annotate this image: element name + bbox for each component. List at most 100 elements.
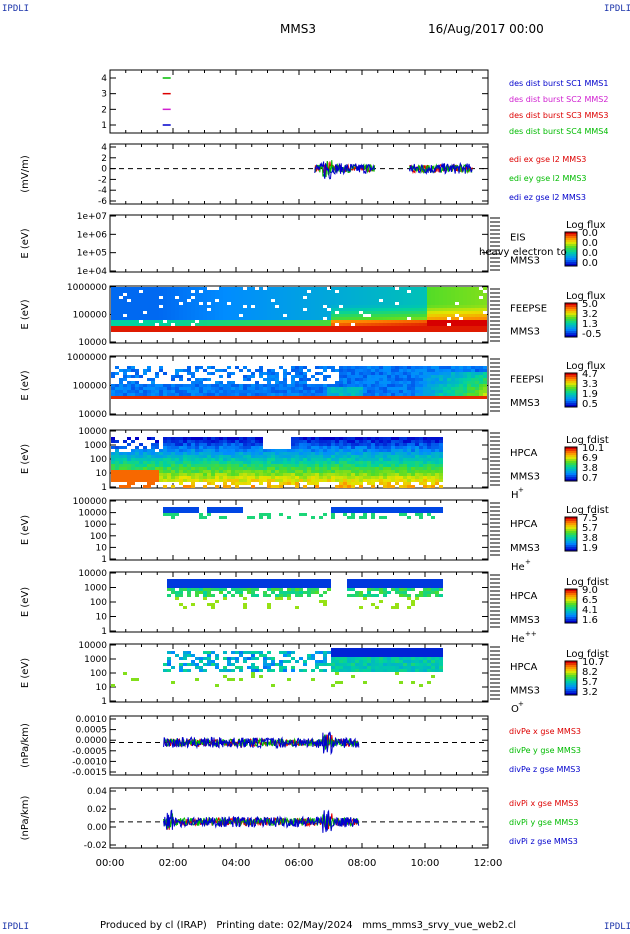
hpca_h-cell: [195, 473, 199, 476]
hpca_o-cell: [311, 657, 315, 660]
feepse-cell: [319, 308, 323, 311]
feepsi-cell: [267, 390, 271, 393]
hpca_he2-cell: [311, 591, 315, 594]
feepsi-cell: [383, 372, 387, 375]
hpca_o-cell: [307, 657, 311, 660]
feepse-cell: [287, 287, 291, 290]
hpca_h-cell: [387, 443, 391, 446]
hpca_h-cell: [207, 443, 211, 446]
feepse-cell: [151, 308, 155, 311]
hpca_he2-cell: [375, 588, 379, 591]
hpca_h-cell: [143, 473, 147, 476]
hpca_he2-cell: [243, 582, 247, 585]
hpca_he1-cell: [239, 507, 243, 510]
feepse-cell: [119, 314, 123, 317]
feepse-colorbar-tick: -0.5: [582, 329, 602, 340]
feepse-cell: [323, 302, 327, 305]
hpca_h-cell: [151, 461, 155, 464]
feepse-cell: [447, 305, 451, 308]
feepse-cell: [263, 305, 267, 308]
feepsi-cell: [455, 393, 459, 396]
hpca_o-cell: [335, 657, 339, 660]
feepse-cell: [267, 329, 271, 332]
feepsi-cell: [123, 372, 127, 375]
hpca_he1-cell: [371, 507, 375, 510]
hpca_h-cell: [255, 479, 259, 482]
hpca_h-cell: [143, 485, 147, 488]
feepse-cell: [163, 329, 167, 332]
feepse-cell: [223, 299, 227, 302]
hpca_h-cell: [219, 443, 223, 446]
feepse-cell: [351, 296, 355, 299]
hpca_h-cell: [367, 476, 371, 479]
hpca_h-cell: [143, 476, 147, 479]
hpca_o-cell: [195, 657, 199, 660]
hpca_h-cell: [299, 458, 303, 461]
feepsi-cell: [155, 372, 159, 375]
hpca_he2-cell: [291, 585, 295, 588]
hpca_h-cell: [195, 476, 199, 479]
hpca_h-cell: [135, 467, 139, 470]
hpca_o-cell: [271, 684, 275, 687]
hpca_he2-cell: [235, 585, 239, 588]
hpca_h-cell: [255, 449, 259, 452]
hpca_o-cell: [239, 678, 243, 681]
hpca_h-cell: [131, 449, 135, 452]
feepsi-cell: [227, 372, 231, 375]
feepse-cell: [163, 302, 167, 305]
hpca_h-cell: [323, 479, 327, 482]
hpca_he1-cell: [371, 513, 375, 516]
feepsi-cell: [139, 384, 143, 387]
feepse-cell: [211, 296, 215, 299]
feepsi-cell: [335, 387, 339, 390]
feepse-cell: [459, 296, 463, 299]
hpca_he1-cell: [371, 516, 375, 519]
feepse-cell: [451, 323, 455, 326]
feepsi-cell: [319, 396, 323, 399]
hpca_h-cell: [195, 446, 199, 449]
hpca_h-cell: [303, 446, 307, 449]
feepse-cell: [155, 320, 159, 323]
hpca_h-cell: [327, 476, 331, 479]
feepse-cell: [207, 305, 211, 308]
feepsi-cell: [451, 378, 455, 381]
feepse-cell: [263, 293, 267, 296]
hpca_he2-cell: [423, 582, 427, 585]
hpca_h-cell: [243, 449, 247, 452]
hpca_h-cell: [171, 446, 175, 449]
hpca_h-cell: [347, 443, 351, 446]
hpca_he2-cell: [375, 579, 379, 582]
feepse-cell: [483, 305, 487, 308]
feepsi-cell: [331, 396, 335, 399]
hpca_h-cell: [411, 440, 415, 443]
feepse-cell: [279, 296, 283, 299]
feepse-cell: [471, 320, 475, 323]
feepse-cell: [275, 329, 279, 332]
feepse-cell: [367, 302, 371, 305]
hpca_h-cell: [163, 485, 167, 488]
hpca_he2-cell: [291, 582, 295, 585]
hpca_o-cell: [247, 651, 251, 654]
hpca_h-cell: [355, 476, 359, 479]
feepsi-cell: [335, 396, 339, 399]
hpca_he2-cell: [359, 585, 363, 588]
feepse-cell: [271, 302, 275, 305]
feepsi-cell: [327, 387, 331, 390]
hpca_o-cell: [323, 651, 327, 654]
hpca_h-cell: [203, 446, 207, 449]
feepsi-cell: [227, 381, 231, 384]
feepse-cell: [447, 299, 451, 302]
feepse-cell: [335, 293, 339, 296]
hpca_h-cell: [255, 437, 259, 440]
feepse-cell: [111, 305, 115, 308]
feepsi-cell: [263, 390, 267, 393]
hpca_h-cell: [291, 440, 295, 443]
hpca_he2-cell: [187, 588, 191, 591]
hpca_h-cell: [199, 479, 203, 482]
feepsi-cell: [339, 381, 343, 384]
feepse-cell: [195, 299, 199, 302]
feepse-cell: [383, 320, 387, 323]
feepsi-cell: [151, 396, 155, 399]
feepsi-cell: [459, 390, 463, 393]
hpca_h-cell: [243, 446, 247, 449]
